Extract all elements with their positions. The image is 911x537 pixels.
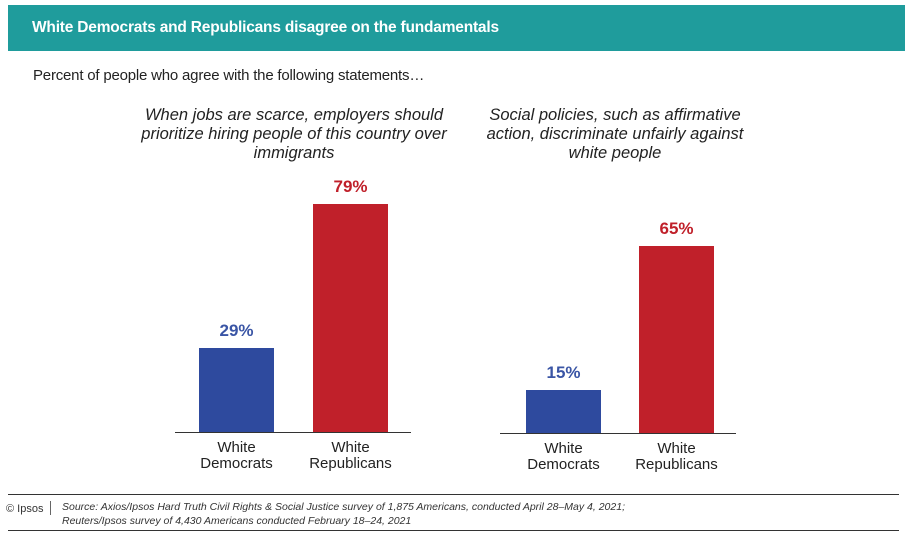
chart-1-bar-democrats: [199, 348, 274, 432]
chart-2-bar-democrats: [526, 389, 601, 433]
chart-1-bar-republicans: [313, 204, 388, 432]
chart-2-value-label: 65%: [659, 218, 694, 238]
chart-2-bar-republicans: [639, 245, 714, 433]
source-line-2: Reuters/Ipsos survey of 4,430 Americans …: [62, 515, 412, 527]
copyright: © Ipsos: [6, 503, 44, 515]
chart-1-value-label: 79%: [333, 177, 368, 197]
chart-1-value-label: 29%: [219, 321, 254, 341]
chart-1-axis: [175, 432, 411, 433]
chart-2-category-label: White Democrats: [527, 440, 600, 473]
footer-separator: [50, 501, 51, 515]
chart-1-category-label: White Republicans: [309, 439, 392, 472]
header-banner: White Democrats and Republicans disagree…: [8, 5, 905, 51]
footer-bottom-rule: [8, 530, 899, 531]
chart-2-axis: [500, 433, 736, 434]
chart-2-category-label: White Republicans: [635, 440, 718, 473]
chart-1-category-label: White Democrats: [200, 439, 273, 472]
subtitle: Percent of people who agree with the fol…: [33, 67, 425, 84]
chart-2-value-label: 15%: [546, 362, 581, 382]
source-note: Source: Axios/Ipsos Hard Truth Civil Rig…: [62, 500, 625, 528]
chart-1-title: When jobs are scarce, employers should p…: [141, 106, 447, 162]
header-title: White Democrats and Republicans disagree…: [32, 19, 499, 36]
chart-2-title: Social policies, such as affirmative act…: [486, 106, 744, 162]
source-line-1: Source: Axios/Ipsos Hard Truth Civil Rig…: [62, 501, 625, 513]
footer-top-rule: [8, 494, 899, 495]
